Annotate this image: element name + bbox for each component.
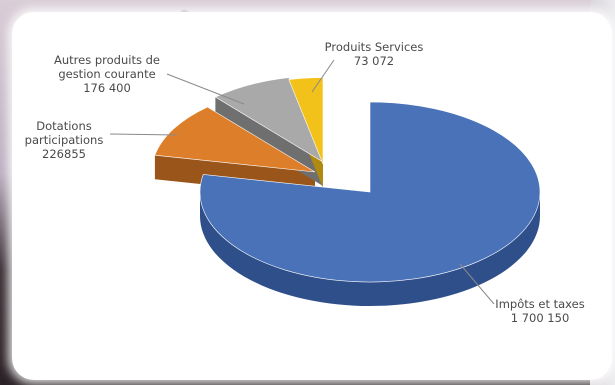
label-impots-et-taxes-line-0: Impôts et taxes (495, 297, 584, 311)
label-dotations-participations-leader (109, 133, 178, 136)
label-impots-et-taxes-line-1: 1 700 150 (511, 311, 570, 325)
slice-impots-et-taxes (199, 101, 541, 283)
slice-produits-services (288, 77, 324, 165)
label-dotations-participations-line-0: Dotations (36, 119, 91, 133)
chart-card: Impôts et taxes 1 700 150 Dotations partici… (12, 12, 612, 380)
label-autres-produits-line-0: Autres produits de (54, 53, 160, 67)
label-dotations-participations-line-2: 226855 (42, 147, 86, 161)
label-autres-produits-line-1: gestion courante (58, 67, 155, 81)
pie-tops (154, 77, 541, 283)
slice-dotations-participations (154, 106, 316, 173)
label-autres-produits-line-2: 176 400 (83, 81, 131, 95)
label-dotations-participations-line-1: participations (25, 133, 104, 147)
label-autres-produits-leader (166, 73, 245, 105)
label-produits-services-line-0: Produits Services (325, 40, 424, 54)
label-produits-services-leader (311, 59, 335, 93)
slice-autres-produits (214, 77, 324, 163)
label-impots-et-taxes-leader (459, 263, 495, 305)
slice-impots-et-taxes-rim (200, 192, 540, 306)
label-produits-services-line-1: 73 072 (354, 54, 394, 68)
